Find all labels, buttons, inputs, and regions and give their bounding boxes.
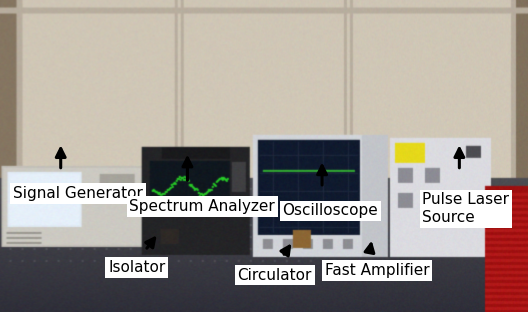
Text: Pulse Laser
Source: Pulse Laser Source xyxy=(422,192,510,225)
Text: Oscilloscope: Oscilloscope xyxy=(282,203,378,218)
Text: Circulator: Circulator xyxy=(238,268,312,283)
Text: Spectrum Analyzer: Spectrum Analyzer xyxy=(129,199,275,214)
Text: Fast Amplifier: Fast Amplifier xyxy=(325,263,429,278)
Text: Isolator: Isolator xyxy=(108,260,165,275)
Text: Signal Generator: Signal Generator xyxy=(13,186,143,201)
